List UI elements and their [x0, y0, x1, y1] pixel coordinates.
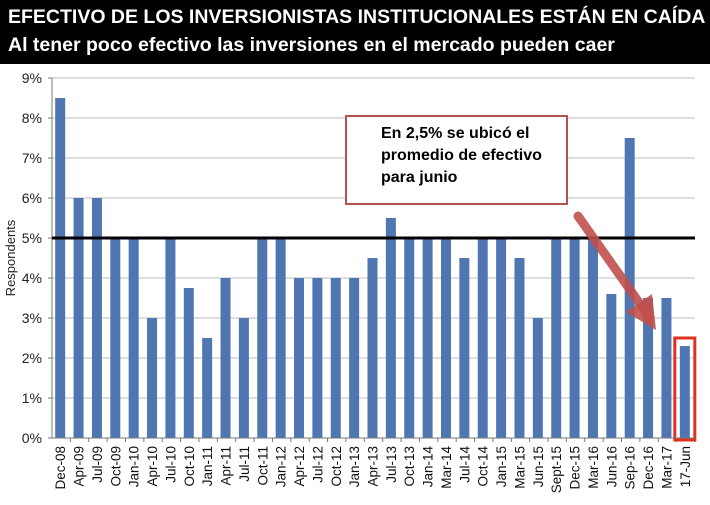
- arrow-icon: [573, 211, 655, 323]
- y-tick-label: 4%: [22, 270, 42, 286]
- bar: [349, 278, 360, 438]
- x-tick-label: Oct-14: [476, 446, 491, 487]
- x-tick-label: Oct-09: [108, 446, 123, 487]
- bar: [183, 288, 194, 438]
- x-tick-label: Apr-11: [219, 446, 234, 486]
- bar: [220, 278, 231, 438]
- y-tick-label: 1%: [22, 390, 42, 406]
- x-tick-label: Sept-15: [549, 446, 564, 493]
- x-tick-label: Jan-13: [347, 446, 362, 487]
- x-tick-label: Jan-15: [494, 446, 509, 487]
- bar: [147, 318, 158, 438]
- bar: [532, 318, 543, 438]
- x-tick-label: Apr-09: [72, 446, 87, 487]
- x-tick-label: Jul-14: [457, 446, 472, 483]
- highlight-box: [673, 336, 697, 442]
- arrow-head-icon: [626, 294, 656, 330]
- x-tick-label: Oct-11: [255, 446, 270, 486]
- x-tick-label: Mar-16: [586, 446, 601, 489]
- bar: [404, 238, 415, 438]
- y-tick-label: 0%: [22, 430, 42, 446]
- bar: [496, 238, 507, 438]
- bar: [275, 238, 286, 438]
- x-tick-label: Jun-16: [604, 446, 619, 487]
- bar: [569, 238, 580, 438]
- x-tick-label: Jun-15: [531, 446, 546, 487]
- y-tick-label: 2%: [22, 350, 42, 366]
- bar: [643, 298, 654, 438]
- bar: [422, 238, 433, 438]
- y-tick-label: 9%: [22, 70, 42, 86]
- x-tick-label: Jul-10: [163, 446, 178, 483]
- bar: [128, 238, 139, 438]
- bar: [202, 338, 213, 438]
- x-tick-label: Mar-15: [512, 446, 527, 489]
- x-tick-label: Dec-15: [568, 446, 583, 490]
- bar: [165, 238, 176, 438]
- bar: [679, 346, 690, 438]
- y-tick-label: 7%: [22, 150, 42, 166]
- bar: [459, 258, 470, 438]
- page-title: EFECTIVO DE LOS INVERSIONISTAS INSTITUCI…: [8, 6, 706, 28]
- x-tick-label: Oct-13: [402, 446, 417, 487]
- x-tick-label: Jan-10: [127, 446, 142, 487]
- x-tick-label: Apr-12: [292, 446, 307, 487]
- x-tick-label: Jul-13: [384, 446, 399, 483]
- x-tick-label: Oct-10: [182, 446, 197, 487]
- x-tick-label: Dec-08: [53, 446, 68, 490]
- x-tick-label: Mar-14: [439, 446, 454, 489]
- bar: [110, 238, 121, 438]
- x-tick-label: Apr-13: [366, 446, 381, 487]
- y-tick-label: 8%: [22, 110, 42, 126]
- x-tick-label: 17-Jun: [678, 446, 693, 487]
- bar: [91, 198, 102, 438]
- callout-line: para junio: [381, 169, 458, 186]
- bar: [294, 278, 305, 438]
- y-tick-label: 5%: [22, 230, 42, 246]
- header-banner: EFECTIVO DE LOS INVERSIONISTAS INSTITUCI…: [0, 0, 710, 64]
- bar: [477, 238, 488, 438]
- bar: [514, 258, 525, 438]
- callout-box: En 2,5% se ubicó el promedio de efectivo…: [345, 115, 568, 205]
- x-tick-label: Dec-16: [641, 446, 656, 490]
- x-tick-label: Mar-17: [659, 446, 674, 489]
- callout-line: En 2,5% se ubicó el: [381, 125, 530, 142]
- y-tick-label: 3%: [22, 310, 42, 326]
- x-tick-label: Oct-12: [329, 446, 344, 487]
- x-tick-label: Jan-11: [200, 446, 215, 486]
- y-axis-label: Respondents: [3, 219, 18, 296]
- x-tick-label: Jul-12: [310, 446, 325, 483]
- bar: [606, 294, 617, 438]
- bar: [73, 198, 84, 438]
- bar: [257, 238, 268, 438]
- callout-line: promedio de efectivo: [381, 147, 542, 164]
- bar: [440, 238, 451, 438]
- x-tick-label: Jul-09: [90, 446, 105, 483]
- bar: [238, 318, 249, 438]
- x-tick-label: Jan-12: [274, 446, 289, 487]
- page-subtitle: Al tener poco efectivo las inversiones e…: [8, 34, 615, 56]
- bar: [661, 298, 672, 438]
- x-tick-label: Jan-14: [421, 446, 436, 488]
- x-tick-label: Apr-10: [145, 446, 160, 487]
- x-tick-label: Jul-11: [237, 446, 252, 482]
- bar: [330, 278, 341, 438]
- bar: [385, 218, 396, 438]
- bar: [55, 98, 66, 438]
- y-tick-label: 6%: [22, 190, 42, 206]
- bar: [587, 238, 598, 438]
- bar: [551, 238, 562, 438]
- x-tick-label: Sep-16: [623, 446, 638, 490]
- bar: [367, 258, 378, 438]
- bar: [312, 278, 323, 438]
